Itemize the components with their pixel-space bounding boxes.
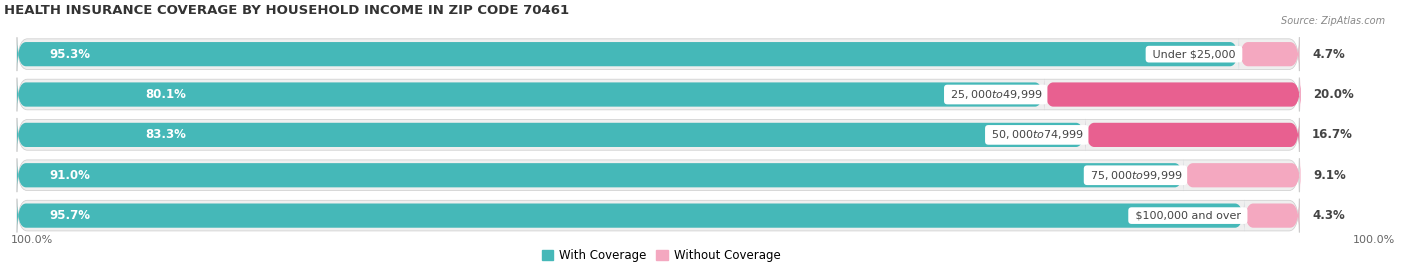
FancyBboxPatch shape [17, 37, 1299, 71]
Text: $50,000 to $74,999: $50,000 to $74,999 [988, 128, 1085, 141]
FancyBboxPatch shape [17, 199, 1299, 233]
Text: $75,000 to $99,999: $75,000 to $99,999 [1087, 169, 1184, 182]
Legend: With Coverage, Without Coverage: With Coverage, Without Coverage [537, 244, 786, 267]
Text: Under $25,000: Under $25,000 [1149, 49, 1239, 59]
FancyBboxPatch shape [1244, 200, 1299, 232]
Text: $25,000 to $49,999: $25,000 to $49,999 [948, 88, 1045, 101]
FancyBboxPatch shape [17, 159, 1184, 191]
FancyBboxPatch shape [17, 158, 1299, 192]
Text: 80.1%: 80.1% [145, 88, 186, 101]
Text: 16.7%: 16.7% [1312, 128, 1353, 141]
Text: $100,000 and over: $100,000 and over [1132, 211, 1244, 221]
Text: 20.0%: 20.0% [1313, 88, 1354, 101]
Text: Source: ZipAtlas.com: Source: ZipAtlas.com [1281, 16, 1385, 26]
Text: 95.3%: 95.3% [49, 48, 90, 61]
Text: 95.7%: 95.7% [49, 209, 90, 222]
FancyBboxPatch shape [1239, 38, 1299, 70]
FancyBboxPatch shape [17, 200, 1244, 232]
FancyBboxPatch shape [1085, 119, 1299, 151]
Text: 100.0%: 100.0% [11, 235, 53, 245]
Text: 4.7%: 4.7% [1312, 48, 1344, 61]
FancyBboxPatch shape [17, 118, 1299, 152]
Text: 4.3%: 4.3% [1312, 209, 1344, 222]
FancyBboxPatch shape [1045, 78, 1301, 111]
Text: 9.1%: 9.1% [1313, 169, 1346, 182]
FancyBboxPatch shape [17, 119, 1085, 151]
FancyBboxPatch shape [17, 38, 1239, 70]
Text: HEALTH INSURANCE COVERAGE BY HOUSEHOLD INCOME IN ZIP CODE 70461: HEALTH INSURANCE COVERAGE BY HOUSEHOLD I… [4, 4, 569, 17]
Text: 91.0%: 91.0% [49, 169, 90, 182]
Text: 100.0%: 100.0% [1353, 235, 1395, 245]
FancyBboxPatch shape [1184, 159, 1301, 191]
FancyBboxPatch shape [17, 78, 1045, 111]
Text: 83.3%: 83.3% [145, 128, 186, 141]
FancyBboxPatch shape [17, 77, 1299, 111]
